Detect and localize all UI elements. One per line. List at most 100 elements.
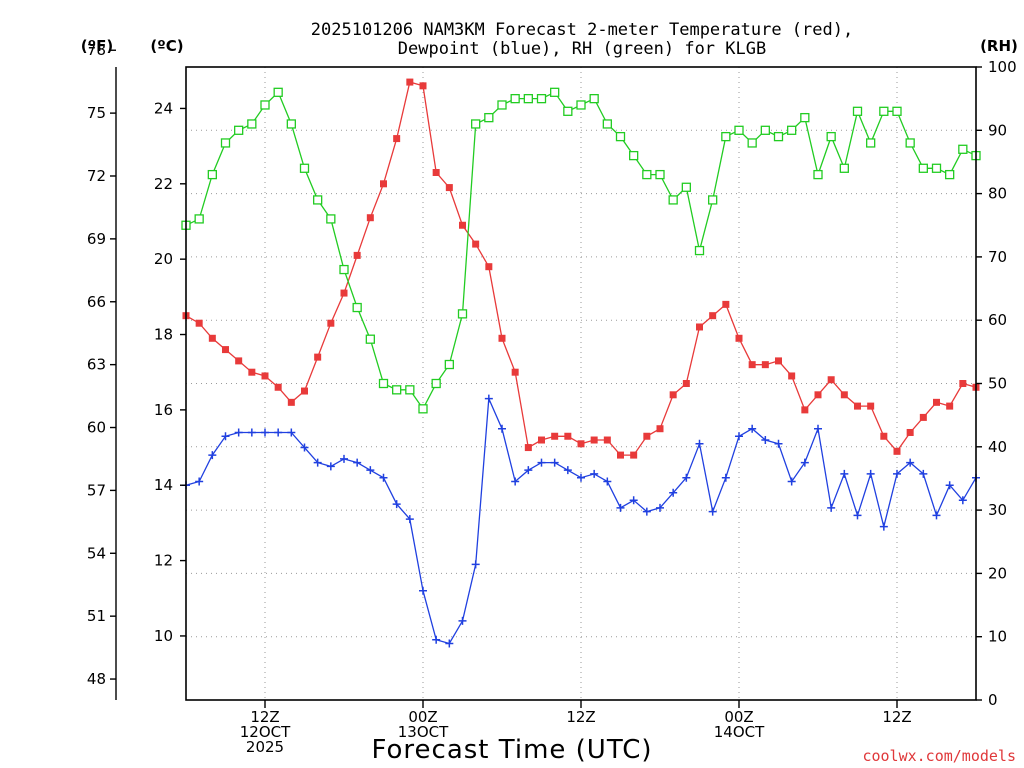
rh-point: [260, 100, 270, 110]
chart-title-line-1: 2025101206 NAM3KM Forecast 2-meter Tempe…: [311, 20, 853, 40]
temperature-point: [906, 428, 914, 436]
dewpoint-point: [234, 428, 243, 437]
dewpoint-point: [511, 477, 520, 486]
temperature-point: [709, 312, 717, 320]
rh-point: [905, 138, 915, 148]
temperature-point: [419, 82, 427, 90]
temperature-point: [274, 383, 282, 391]
temperature-point: [801, 406, 809, 414]
gridlines: [186, 67, 976, 700]
temperature-point: [353, 251, 361, 259]
rh-point: [444, 359, 454, 370]
temperature-point: [459, 221, 466, 229]
rh-point: [879, 106, 889, 116]
dewpoint-point: [445, 639, 454, 648]
fahrenheit-tick-label: 78: [87, 41, 106, 59]
credit-text: coolwx.com/models: [862, 747, 1016, 765]
rh-point: [826, 131, 836, 142]
rh-tick-label: 100: [988, 58, 1017, 76]
x-tick-label: 12Z: [566, 708, 595, 726]
dewpoint-point: [261, 428, 269, 437]
series-line: [185, 81, 977, 456]
dewpoint-point: [761, 436, 770, 445]
fahrenheit-tick-label: 57: [87, 481, 106, 499]
temperature-point: [261, 372, 269, 380]
dewpoint-point: [484, 394, 493, 403]
rh-point: [681, 182, 691, 192]
celsius-tick-label: 24: [154, 99, 173, 117]
rh-point: [694, 245, 705, 256]
temperature-point: [287, 398, 295, 406]
dewpoint-point: [313, 458, 322, 467]
temperature-point: [735, 334, 743, 342]
dewpoint-point: [563, 466, 572, 475]
rh-point: [747, 138, 757, 148]
x-axis-title: Forecast Time (UTC): [371, 735, 652, 765]
rh-tick-label: 0: [988, 691, 998, 709]
rh-point: [497, 100, 507, 110]
x-tick-label: 12Z: [882, 708, 911, 726]
rh-point: [457, 309, 468, 319]
rh-point: [813, 169, 823, 180]
temperature-point: [248, 368, 256, 376]
rh-point: [313, 195, 323, 205]
temperature-point: [314, 353, 322, 361]
dewpoint-point: [340, 454, 348, 463]
dewpoint-point: [247, 428, 256, 437]
temperature-point: [564, 432, 572, 440]
dewpoint-point: [800, 458, 809, 467]
temperature-point: [208, 334, 216, 342]
rh-point: [207, 169, 217, 180]
temperature-point: [472, 240, 480, 248]
dewpoint-point: [695, 439, 704, 448]
dewpoint-point: [919, 469, 928, 478]
dewpoint-point: [287, 428, 296, 437]
rh-tick-label: 60: [988, 311, 1007, 329]
dewpoint-point: [274, 428, 283, 437]
rh-point: [352, 302, 362, 313]
dewpoint-point: [590, 469, 599, 478]
temperature-point: [485, 263, 493, 271]
temperature-point: [393, 135, 401, 143]
temperature-point: [696, 323, 703, 331]
dewpoint-point: [893, 469, 901, 478]
x-tick-label: 14OCT: [714, 723, 765, 741]
rh-point: [708, 195, 718, 205]
rh-point: [484, 112, 494, 123]
series-line: [185, 91, 977, 411]
temperature-point: [551, 432, 559, 440]
dewpoint-point: [326, 462, 335, 471]
rh-point: [299, 163, 310, 173]
temperature-point: [643, 432, 651, 440]
celsius-tick-label: 12: [154, 552, 173, 570]
rh-point: [734, 125, 744, 135]
dewpoint-point: [853, 511, 862, 520]
rh-point: [787, 125, 797, 135]
rh-point: [405, 385, 415, 395]
temperature-point: [406, 78, 414, 86]
celsius-unit-label: (ºC): [150, 37, 183, 55]
dewpoint-point: [682, 473, 691, 482]
dewpoint-point: [932, 511, 941, 520]
x-tick-label: 2025: [246, 738, 284, 756]
dewpoint-point: [537, 458, 546, 467]
dewpoint-point: [642, 507, 651, 516]
fahrenheit-tick-label: 54: [87, 544, 106, 562]
celsius-tick-label: 20: [154, 250, 173, 268]
rh-point: [431, 378, 441, 389]
rh-point: [273, 87, 283, 97]
temperature-point: [195, 319, 203, 327]
rh-point: [642, 169, 652, 180]
rh-point: [194, 214, 204, 224]
temperature-point: [854, 402, 861, 410]
rh-tick-label: 20: [988, 564, 1007, 582]
rh-point: [931, 163, 942, 173]
dewpoint-point: [774, 439, 783, 448]
rh-point: [234, 125, 244, 135]
temperature-point: [630, 451, 638, 459]
rh-tick-label: 70: [988, 248, 1007, 266]
dewpoint-point: [814, 424, 822, 433]
x-tick-label: 00Z: [724, 708, 753, 726]
dewpoint-point: [419, 586, 427, 595]
dewpoint-point: [498, 424, 506, 433]
